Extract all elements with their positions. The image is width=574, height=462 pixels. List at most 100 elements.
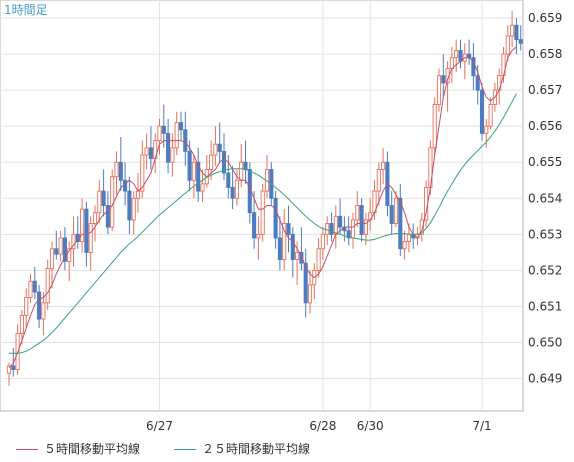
candle-110 bbox=[479, 82, 485, 141]
candle-body-104 bbox=[454, 50, 459, 59]
y-tick-label-4: 0.653 bbox=[528, 227, 562, 241]
candle-body-14 bbox=[67, 248, 72, 262]
candle-body-0 bbox=[6, 365, 12, 374]
candle-65 bbox=[286, 205, 291, 253]
candle-body-3 bbox=[19, 315, 24, 334]
y-tick-label-10: 0.659 bbox=[528, 11, 562, 25]
candle-body-7 bbox=[37, 291, 42, 320]
candle-body-119 bbox=[518, 39, 523, 44]
candle-79 bbox=[346, 216, 351, 246]
candle-body-43 bbox=[191, 161, 196, 181]
candle-21 bbox=[97, 180, 102, 224]
candle-body-45 bbox=[200, 183, 205, 192]
candle-37 bbox=[166, 118, 171, 174]
candle-43 bbox=[191, 155, 196, 199]
candle-99 bbox=[432, 97, 437, 156]
candle-86 bbox=[376, 162, 381, 206]
candle-50 bbox=[221, 133, 227, 181]
candle-body-52 bbox=[230, 187, 235, 199]
candle-body-90 bbox=[393, 197, 399, 224]
candle-9 bbox=[45, 259, 50, 311]
candle-96 bbox=[419, 212, 424, 242]
candle-26 bbox=[118, 137, 123, 192]
candle-24 bbox=[110, 169, 115, 231]
candle-6 bbox=[32, 266, 37, 300]
candle-74 bbox=[325, 216, 330, 246]
candle-body-49 bbox=[217, 143, 222, 152]
candle-body-22 bbox=[101, 190, 106, 206]
candle-body-27 bbox=[123, 179, 128, 192]
y-tick-label-2: 0.651 bbox=[528, 299, 562, 313]
candle-body-70 bbox=[307, 284, 313, 304]
candle-101 bbox=[441, 54, 446, 98]
candle-body-77 bbox=[338, 215, 343, 228]
candle-91 bbox=[398, 183, 403, 256]
candle-118 bbox=[514, 18, 519, 55]
candle-body-82 bbox=[359, 205, 364, 235]
legend-label-ma25: ２５時間移動平均線 bbox=[202, 442, 311, 456]
candle-body-62 bbox=[273, 197, 278, 239]
candle-body-54 bbox=[239, 161, 244, 181]
candle-body-38 bbox=[170, 147, 175, 163]
candle-11 bbox=[54, 230, 59, 260]
candle-body-74 bbox=[325, 223, 330, 235]
x-tick-label-2: 6/30 bbox=[357, 419, 384, 433]
candle-body-59 bbox=[260, 190, 265, 235]
candle-0 bbox=[6, 362, 12, 386]
candle-42 bbox=[187, 140, 192, 192]
candle-81 bbox=[355, 191, 360, 228]
candle-64 bbox=[282, 209, 287, 271]
candle-62 bbox=[273, 191, 278, 249]
candle-body-53 bbox=[234, 179, 239, 199]
candle-body-116 bbox=[505, 35, 510, 55]
candle-82 bbox=[359, 198, 364, 242]
candle-body-110 bbox=[479, 89, 485, 134]
candle-10 bbox=[49, 241, 55, 289]
candle-53 bbox=[234, 169, 239, 206]
legend-swatch-ma5 bbox=[16, 449, 38, 450]
candle-body-101 bbox=[441, 75, 446, 84]
candle-body-41 bbox=[183, 129, 188, 152]
candle-63 bbox=[277, 216, 282, 271]
candle-body-26 bbox=[118, 161, 123, 181]
candle-body-99 bbox=[432, 104, 437, 149]
candle-31 bbox=[140, 140, 145, 199]
y-tick-label-8: 0.657 bbox=[528, 83, 562, 97]
candle-body-9 bbox=[45, 268, 50, 304]
candle-23 bbox=[105, 191, 110, 235]
candle-body-87 bbox=[381, 161, 386, 170]
candle-100 bbox=[436, 68, 442, 112]
y-tick-label-7: 0.656 bbox=[528, 119, 562, 133]
candle-89 bbox=[389, 191, 394, 235]
candle-28 bbox=[127, 176, 132, 235]
candle-body-72 bbox=[316, 248, 321, 271]
candle-39 bbox=[174, 111, 179, 156]
candle-body-6 bbox=[32, 280, 37, 293]
y-tick-label-6: 0.655 bbox=[528, 155, 562, 169]
candle-body-25 bbox=[114, 161, 119, 178]
candle-90 bbox=[393, 191, 399, 228]
candle-body-8 bbox=[41, 302, 46, 320]
candle-73 bbox=[320, 227, 325, 260]
candle-body-118 bbox=[514, 24, 519, 41]
candle-body-79 bbox=[346, 230, 351, 239]
y-axis-tick-labels: 0.649 0.650 0.651 0.652 0.653 0.654 0.655 0.656… bbox=[528, 11, 562, 386]
candle-body-31 bbox=[140, 154, 145, 192]
x-tick-label-0: 6/27 bbox=[146, 419, 173, 433]
candle-body-100 bbox=[436, 75, 442, 106]
candle-body-68 bbox=[299, 251, 304, 264]
candle-body-50 bbox=[221, 150, 227, 174]
candle-12 bbox=[58, 230, 63, 262]
candle-body-55 bbox=[243, 161, 248, 170]
candle-66 bbox=[290, 227, 295, 278]
candle-body-65 bbox=[286, 223, 291, 235]
candle-body-73 bbox=[320, 233, 325, 250]
candle-body-12 bbox=[58, 237, 63, 255]
candle-48 bbox=[213, 126, 218, 166]
candle-3 bbox=[19, 310, 24, 345]
candle-body-24 bbox=[110, 176, 115, 228]
candle-body-28 bbox=[127, 190, 132, 221]
candle-body-92 bbox=[402, 241, 407, 250]
legend-item-ma25: ２５時間移動平均線 bbox=[174, 440, 310, 457]
candle-body-40 bbox=[178, 122, 184, 131]
